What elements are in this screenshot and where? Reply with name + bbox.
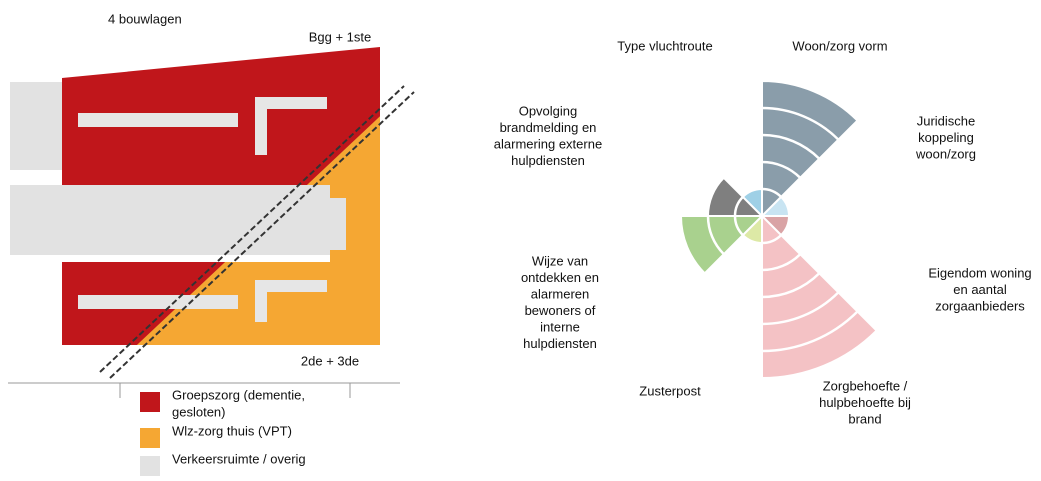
sector-label: hulpdiensten <box>523 336 597 351</box>
sector-label: Juridische <box>917 113 976 128</box>
split-line <box>109 91 415 379</box>
sector-label: hulpbehoefte bij <box>819 395 911 410</box>
legend-swatch <box>140 456 160 476</box>
sector-label: Wijze van <box>532 253 588 268</box>
corridor <box>318 198 346 250</box>
sector-label: interne <box>540 319 580 334</box>
sector-label: ontdekken en <box>521 270 599 285</box>
internal-corridors <box>78 97 327 322</box>
sector-label: Woon/zorg vorm <box>792 38 887 53</box>
sector-label: zorgaanbieders <box>935 298 1025 313</box>
legend-label: Verkeersruimte / overig <box>172 451 306 466</box>
sector-label: woon/zorg <box>915 146 976 161</box>
sector-label: Type vluchtroute <box>617 38 712 53</box>
split-line <box>99 85 405 373</box>
bottom-label: 2de + 3de <box>301 353 359 368</box>
sector-label: Zorgbehoefte / <box>823 378 908 393</box>
sector <box>706 176 765 217</box>
sector-label: brandmelding en <box>500 120 597 135</box>
sector-label: Zusterpost <box>639 383 701 398</box>
ring-divider <box>761 291 840 326</box>
floors-title: 4 bouwlagen <box>108 11 182 26</box>
legend-label: Groepszorg (dementie, <box>172 387 305 402</box>
ring-divider <box>761 160 802 179</box>
sector-label: alarmeren <box>531 286 590 301</box>
sector <box>741 187 763 219</box>
sector-label: koppeling <box>918 130 974 145</box>
sector-label: Eigendom woning <box>928 265 1031 280</box>
sector-label: en aantal <box>953 282 1007 297</box>
legend-swatch <box>140 428 160 448</box>
legend-swatch <box>140 392 160 412</box>
ring-divider <box>761 310 859 353</box>
sector <box>761 79 859 219</box>
sector-label: brand <box>848 411 881 426</box>
sector <box>679 215 765 275</box>
ring-divider <box>761 106 840 141</box>
ring-divider <box>706 215 725 256</box>
rose-diagram: Woon/zorg vorm Juridische koppelingwoon/zo… <box>494 38 1032 426</box>
ring-divider <box>761 253 802 272</box>
sector-label: hulpdiensten <box>511 153 585 168</box>
corridor <box>10 82 62 170</box>
legend-label: gesloten) <box>172 404 225 419</box>
sector-label: bewoners of <box>525 303 596 318</box>
floor-plan <box>8 47 415 398</box>
ring-divider <box>761 272 821 299</box>
legend-label: Wlz-zorg thuis (VPT) <box>172 423 292 438</box>
legend: Groepszorg (dementie, gesloten) Wlz-zorg t… <box>140 387 306 476</box>
corridor <box>10 185 330 255</box>
top-label: Bgg + 1ste <box>309 29 372 44</box>
ring-divider <box>761 133 821 160</box>
sector <box>761 213 878 380</box>
sector-label: alarmering externe <box>494 136 602 151</box>
sector-label: Opvolging <box>519 103 578 118</box>
